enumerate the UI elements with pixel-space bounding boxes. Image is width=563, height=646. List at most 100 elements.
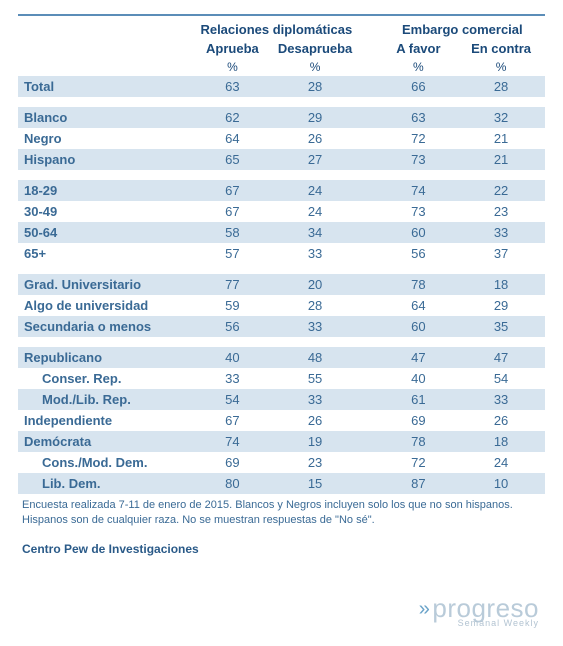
data-cell: 63 — [194, 76, 272, 97]
data-cell: 80 — [194, 473, 272, 494]
data-cell: 69 — [194, 452, 272, 473]
row-label: Republicano — [18, 347, 194, 368]
data-cell: 64 — [380, 295, 458, 316]
table-row: Hispano6527 7321 — [18, 149, 545, 170]
data-cell: 29 — [271, 107, 359, 128]
row-label: Cons./Mod. Dem. — [18, 452, 194, 473]
data-cell: 69 — [380, 410, 458, 431]
progreso-logo: »progreso Semanal Weekly — [419, 595, 539, 628]
data-cell: 15 — [271, 473, 359, 494]
row-label: Mod./Lib. Rep. — [18, 389, 194, 410]
table-row: 18-2967247422 — [18, 180, 545, 201]
row-label: Algo de universidad — [18, 295, 194, 316]
pct-label: % — [271, 58, 359, 76]
row-label: Blanco — [18, 107, 194, 128]
data-cell: 33 — [271, 243, 359, 264]
pct-label: % — [380, 58, 458, 76]
table-row: Grad. Universitario77207818 — [18, 274, 545, 295]
data-cell: 48 — [271, 347, 359, 368]
data-cell: 33 — [271, 316, 359, 337]
table-row: Lib. Dem.8015 8710 — [18, 473, 545, 494]
data-cell: 61 — [380, 389, 458, 410]
data-cell: 24 — [457, 452, 545, 473]
row-label: Demócrata — [18, 431, 194, 452]
data-cell: 24 — [271, 180, 359, 201]
data-cell: 64 — [194, 128, 272, 149]
row-label: 30-49 — [18, 201, 194, 222]
data-cell: 60 — [380, 222, 458, 243]
data-cell: 47 — [380, 347, 458, 368]
table-row: Republicano4048 4747 — [18, 347, 545, 368]
table-row: 50-645834 6033 — [18, 222, 545, 243]
data-cell: 32 — [457, 107, 545, 128]
data-cell: 40 — [380, 368, 458, 389]
row-label: 18-29 — [18, 180, 194, 201]
data-cell: 22 — [457, 180, 545, 201]
data-cell: 10 — [457, 473, 545, 494]
data-cell: 58 — [194, 222, 272, 243]
source-text: Centro Pew de Investigaciones — [18, 542, 545, 556]
row-label: Lib. Dem. — [18, 473, 194, 494]
data-cell: 87 — [380, 473, 458, 494]
data-cell: 67 — [194, 201, 272, 222]
data-cell: 74 — [380, 180, 458, 201]
data-cell: 33 — [457, 222, 545, 243]
data-cell: 37 — [457, 243, 545, 264]
data-cell: 57 — [194, 243, 272, 264]
data-cell: 35 — [457, 316, 545, 337]
data-cell: 47 — [457, 347, 545, 368]
header-col-encontra: En contra — [457, 39, 545, 58]
data-cell: 33 — [457, 389, 545, 410]
data-cell: 28 — [457, 76, 545, 97]
data-cell: 23 — [457, 201, 545, 222]
row-label: Negro — [18, 128, 194, 149]
data-cell: 78 — [380, 431, 458, 452]
data-cell: 33 — [194, 368, 272, 389]
row-label: Grad. Universitario — [18, 274, 194, 295]
table-row: Blanco62296332 — [18, 107, 545, 128]
arrow-icon: » — [419, 598, 431, 620]
top-rule — [18, 14, 545, 16]
data-cell: 18 — [457, 431, 545, 452]
row-label: Hispano — [18, 149, 194, 170]
data-cell: 54 — [457, 368, 545, 389]
data-cell: 78 — [380, 274, 458, 295]
data-cell: 20 — [271, 274, 359, 295]
data-cell: 23 — [271, 452, 359, 473]
data-cell: 74 — [194, 431, 272, 452]
table-row: Negro64267221 — [18, 128, 545, 149]
pct-label: % — [194, 58, 272, 76]
row-label: Independiente — [18, 410, 194, 431]
data-cell: 73 — [380, 201, 458, 222]
data-cell: 27 — [271, 149, 359, 170]
data-cell: 28 — [271, 295, 359, 316]
row-label: 50-64 — [18, 222, 194, 243]
footnote-text: Encuesta realizada 7-11 de enero de 2015… — [18, 498, 545, 528]
table-row: Algo de universidad59286429 — [18, 295, 545, 316]
data-cell: 65 — [194, 149, 272, 170]
data-cell: 40 — [194, 347, 272, 368]
data-cell: 26 — [271, 128, 359, 149]
data-table: Relaciones diplomáticas Embargo comercia… — [18, 20, 545, 494]
data-cell: 21 — [457, 149, 545, 170]
data-cell: 56 — [380, 243, 458, 264]
data-cell: 60 — [380, 316, 458, 337]
table-row: Mod./Lib. Rep.54336133 — [18, 389, 545, 410]
data-cell: 34 — [271, 222, 359, 243]
header-col-afavor: A favor — [380, 39, 458, 58]
row-label: Secundaria o menos — [18, 316, 194, 337]
data-cell: 26 — [457, 410, 545, 431]
header-col-desaprueba: Desaprueba — [271, 39, 359, 58]
data-cell: 18 — [457, 274, 545, 295]
table-row: Independiente67266926 — [18, 410, 545, 431]
data-cell: 59 — [194, 295, 272, 316]
data-cell: 19 — [271, 431, 359, 452]
data-cell: 72 — [380, 452, 458, 473]
data-cell: 26 — [271, 410, 359, 431]
table-row: Total63286628 — [18, 76, 545, 97]
row-label: Total — [18, 76, 194, 97]
data-cell: 73 — [380, 149, 458, 170]
row-label: 65+ — [18, 243, 194, 264]
data-cell: 56 — [194, 316, 272, 337]
header-col-aprueba: Aprueba — [194, 39, 272, 58]
